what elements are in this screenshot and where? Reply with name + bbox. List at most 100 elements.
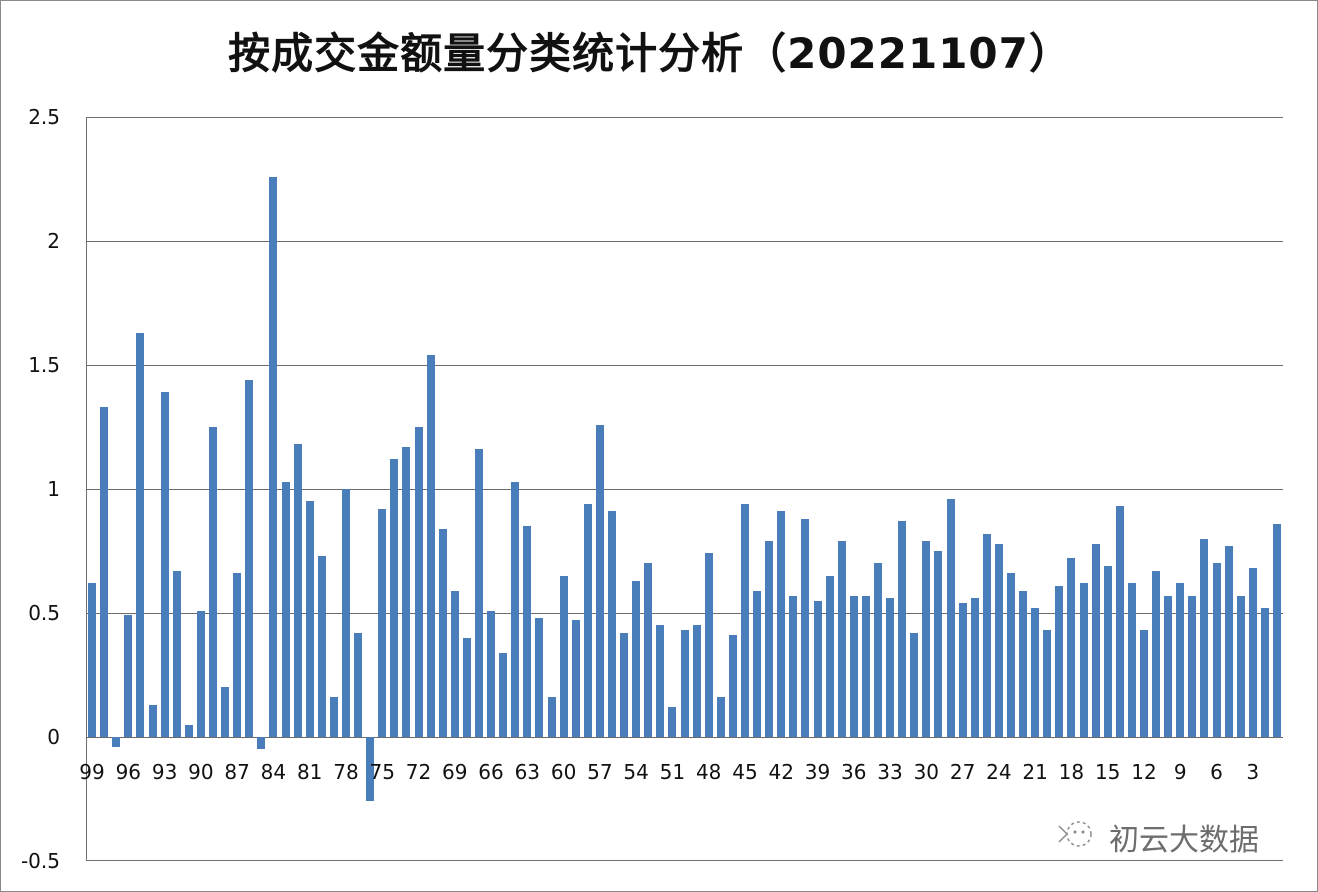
x-tick-label: 69 [442, 760, 468, 784]
x-tick-label: 81 [296, 760, 323, 784]
bar [837, 541, 846, 737]
bar [873, 563, 882, 737]
bar [1200, 538, 1209, 737]
chart-title: 按成交金额量分类统计分析（20221107） [228, 29, 1072, 78]
bar [269, 176, 278, 737]
bar [1067, 558, 1076, 737]
bar [1272, 523, 1281, 737]
bar [208, 427, 217, 737]
y-tick-label: 1 [47, 477, 60, 501]
x-tick-label: 57 [587, 760, 613, 784]
y-tick-label: 2 [47, 229, 60, 253]
y-tick-label: 0 [47, 725, 60, 749]
bar [632, 580, 641, 737]
x-tick-label: 42 [768, 760, 794, 784]
bar [499, 652, 508, 737]
y-tick-label: 1.5 [28, 353, 60, 377]
x-tick-label: 90 [188, 760, 214, 784]
bar [426, 355, 435, 737]
bar [172, 570, 181, 737]
bar [607, 511, 616, 737]
bar [1152, 570, 1161, 737]
bar [1079, 583, 1088, 737]
gridline [86, 365, 1283, 366]
bar [765, 541, 774, 737]
bar [934, 551, 943, 737]
bar [523, 526, 532, 737]
x-tick-label: 27 [949, 760, 976, 784]
bar [801, 518, 810, 737]
gridline [86, 241, 1283, 242]
bar [112, 737, 121, 747]
bar [1260, 608, 1269, 737]
bar [366, 737, 375, 802]
bar [281, 481, 290, 737]
bar [559, 575, 568, 737]
bar [1236, 595, 1245, 737]
bar [753, 590, 762, 737]
bar [160, 392, 169, 737]
y-tick-label: -0.5 [20, 849, 60, 873]
bar [861, 595, 870, 737]
bar [849, 595, 858, 737]
bar [777, 511, 786, 737]
bar [1188, 595, 1197, 737]
bar [100, 407, 109, 737]
gridline [86, 613, 1283, 614]
bar [1031, 608, 1040, 737]
bar [1006, 573, 1015, 737]
bar [740, 503, 749, 737]
bar [704, 553, 713, 737]
bar [1139, 630, 1148, 737]
gridline [86, 489, 1283, 490]
x-tick-label: 54 [623, 760, 649, 784]
x-tick-label: 15 [1094, 760, 1121, 784]
x-tick-label: 30 [913, 760, 940, 784]
x-tick-label: 33 [877, 760, 903, 784]
bar [487, 610, 496, 737]
x-tick-label: 6 [1210, 760, 1223, 784]
watermark-text: 初云大数据 [1109, 823, 1259, 858]
x-tick-label: 99 [79, 760, 105, 784]
bar [305, 501, 314, 737]
bar [595, 424, 604, 737]
bar [583, 503, 592, 737]
bar [257, 737, 266, 750]
x-tick-label: 72 [405, 760, 432, 784]
bar [728, 635, 737, 737]
bar [958, 603, 967, 737]
bar [922, 541, 931, 737]
bar [1055, 585, 1064, 737]
bar [571, 620, 580, 737]
x-tick-label: 84 [260, 760, 287, 784]
bar [293, 444, 302, 737]
bar [390, 459, 399, 737]
bar [547, 697, 556, 737]
bar [1127, 583, 1136, 737]
bar [1212, 563, 1221, 737]
bar [233, 573, 242, 737]
bar [1091, 543, 1100, 737]
bar [620, 632, 629, 737]
bar [1224, 546, 1233, 737]
x-tick-label: 21 [1022, 760, 1048, 784]
bar [994, 543, 1003, 737]
x-tick-label: 93 [151, 760, 178, 784]
bar [462, 637, 471, 737]
x-tick-label: 9 [1173, 760, 1187, 784]
x-tick-label: 66 [478, 760, 504, 784]
bar [716, 697, 725, 737]
bar [354, 632, 363, 737]
bar [88, 583, 97, 737]
bar [341, 489, 350, 737]
bar [414, 427, 423, 737]
bar [910, 632, 919, 737]
x-tick-label: 78 [333, 760, 359, 784]
x-tick-label: 48 [695, 760, 722, 784]
bar [680, 630, 689, 737]
bar [946, 498, 955, 737]
bar [668, 707, 677, 737]
x-tick-label: 3 [1246, 760, 1260, 784]
bar [982, 533, 991, 737]
